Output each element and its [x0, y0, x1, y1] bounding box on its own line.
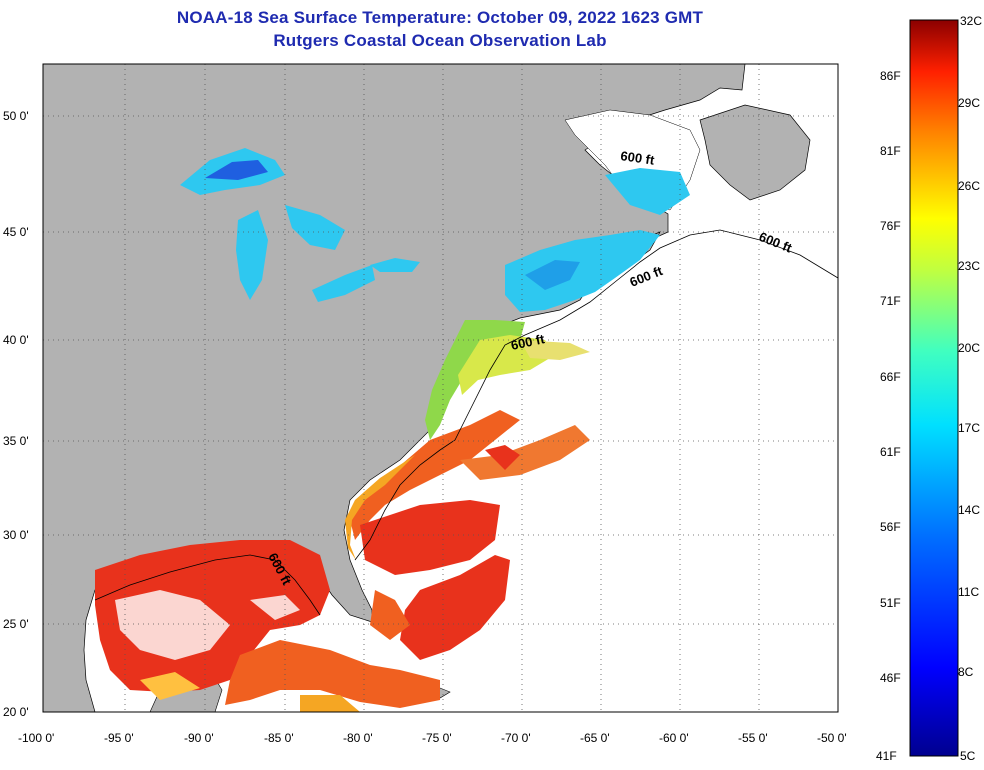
colorbar-c-label: 26C — [958, 179, 980, 193]
contour-600ft — [94, 229, 838, 616]
colorbar-f-label: 86F — [880, 69, 901, 83]
colorbar-f-label: 66F — [880, 370, 901, 384]
graticule — [43, 64, 838, 712]
gulf-of-maine-sst — [505, 230, 660, 312]
newfoundland — [699, 104, 811, 201]
lat-label: 50 0' — [3, 109, 29, 123]
colorbar-f-label: 71F — [880, 294, 901, 308]
colorbar-celsius-labels: 32C 29C 26C 23C 20C 17C 14C 11C 8C 5C — [958, 14, 982, 763]
st-lawrence-water — [605, 168, 690, 215]
colorbar-c-label: 17C — [958, 421, 980, 435]
colorbar — [909, 19, 959, 757]
colorbar-f-label: 56F — [880, 520, 901, 534]
lon-label: -95 0' — [104, 731, 134, 745]
lon-label: -65 0' — [580, 731, 610, 745]
lat-label: 30 0' — [3, 528, 29, 542]
colorbar-c-label: 11C — [958, 585, 979, 599]
lon-label: -70 0' — [501, 731, 531, 745]
colorbar-f-label: 81F — [880, 144, 901, 158]
lon-label: -55 0' — [738, 731, 768, 745]
lon-label: -80 0' — [343, 731, 373, 745]
colorbar-c-label: 8C — [958, 665, 974, 679]
colorbar-c-label: 5C — [960, 749, 976, 763]
lat-label: 25 0' — [3, 617, 29, 631]
lon-label: -75 0' — [422, 731, 452, 745]
lon-label: -50 0' — [817, 731, 847, 745]
map-subtitle: Rutgers Coastal Ocean Observation Lab — [273, 31, 607, 50]
lat-label: 35 0' — [3, 434, 29, 448]
colorbar-c-label: 20C — [958, 341, 980, 355]
colorbar-c-label: 14C — [958, 503, 980, 517]
map-title: NOAA-18 Sea Surface Temperature: October… — [176, 8, 704, 27]
colorbar-c-label: 23C — [958, 259, 980, 273]
colorbar-f-label: 46F — [880, 671, 901, 685]
colorbar-c-label: 32C — [960, 14, 982, 28]
longitude-axis: -100 0' -95 0' -90 0' -85 0' -80 0' -75 … — [18, 731, 847, 745]
lon-label: -60 0' — [659, 731, 689, 745]
latitude-axis: 50 0' 45 0' 40 0' 35 0' 30 0' 25 0' 20 0… — [3, 109, 29, 719]
lon-label: -100 0' — [18, 731, 54, 745]
great-lakes — [180, 148, 420, 302]
colorbar-f-label: 51F — [880, 596, 901, 610]
colorbar-f-label: 41F — [876, 749, 897, 763]
colorbar-c-label: 29C — [958, 96, 980, 110]
colorbar-f-label: 76F — [880, 219, 901, 233]
lat-label: 45 0' — [3, 225, 29, 239]
contour-label: 600 ft — [510, 331, 547, 353]
lat-label: 40 0' — [3, 333, 29, 347]
lon-label: -85 0' — [264, 731, 294, 745]
gulf-stream-sst — [350, 410, 520, 540]
colorbar-f-label: 61F — [880, 445, 901, 459]
lon-label: -90 0' — [184, 731, 214, 745]
colorbar-fahrenheit-labels: 86F 81F 76F 71F 66F 61F 56F 51F 46F 41F — [876, 69, 901, 763]
contour-label: 600 ft — [620, 148, 656, 168]
lat-label: 20 0' — [3, 705, 29, 719]
